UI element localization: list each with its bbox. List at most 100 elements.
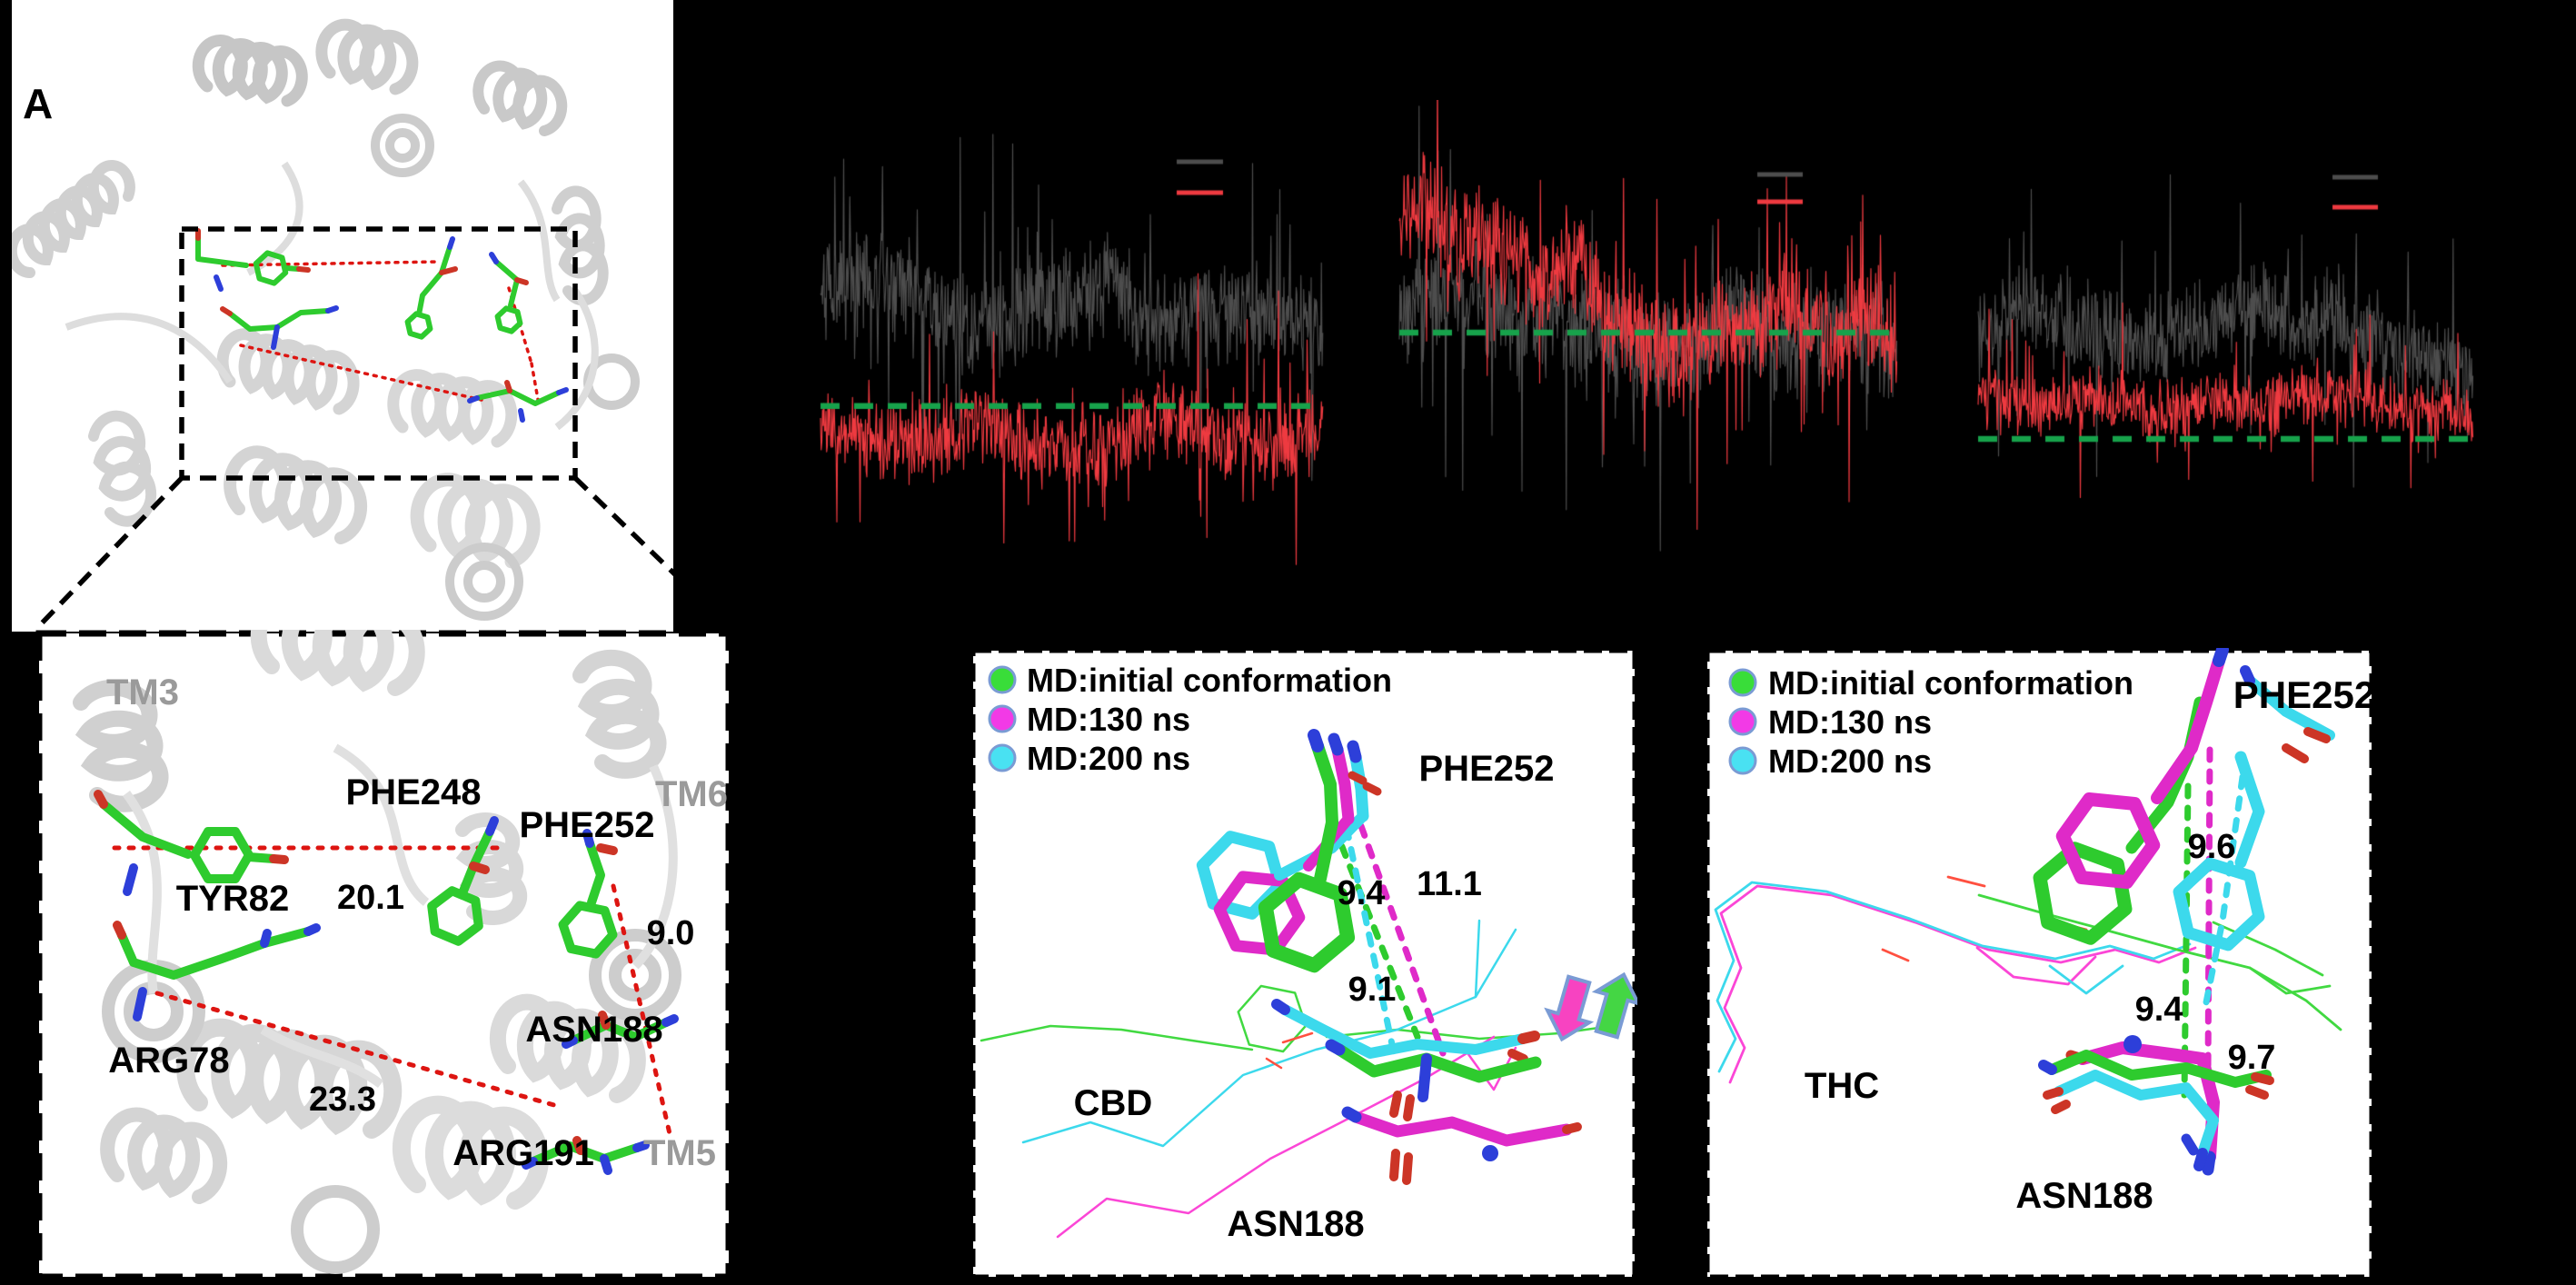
flip-arrow-up-icon (1591, 971, 1637, 1040)
nitrogen-tip (2213, 648, 2229, 667)
zoom-region-dashed-rect (179, 226, 578, 481)
zoom-callout-line-right (573, 476, 673, 577)
phe252-label: PHE252 (520, 805, 655, 845)
panel-a-structure-drawing: A (12, 18, 673, 632)
aromatic-ring (427, 886, 483, 946)
arg191-label: ARG191 (453, 1133, 594, 1173)
nitrogen-tip (2181, 1133, 2199, 1156)
phe248-label: PHE248 (346, 772, 482, 812)
protein-ribbons (12, 18, 640, 621)
distance-dotted-line (154, 991, 563, 1110)
phe252-ring-initial (1258, 872, 1356, 973)
legend-swatch-initial (988, 665, 1017, 694)
nitrogen-tip (632, 1141, 650, 1152)
legend-swatch-initial (1728, 668, 1757, 697)
distance-9-1: 9.1 (1348, 971, 1397, 1009)
nitrogen-tip (661, 1014, 679, 1027)
nitrogen-atom (2123, 1035, 2142, 1053)
legend-initial-label: MD:initial conformation (1768, 664, 2133, 702)
md-trace-chart-1 (791, 118, 1354, 591)
oxygen-tip (439, 266, 458, 275)
legend-initial-label: MD:initial conformation (1027, 662, 1392, 699)
helix-coil (552, 185, 609, 306)
thc-panel-dashed-border (1705, 648, 2374, 1280)
oxygen-tip (596, 843, 618, 855)
oxygen-tip (94, 790, 108, 809)
nitrogen-tip (123, 863, 138, 896)
asn188-stick-initial (2046, 1050, 2272, 1088)
helix-coil (100, 1107, 228, 1204)
thc-wireframe-130ns (1975, 946, 2097, 986)
nitrogen-tip (556, 387, 569, 395)
nitrogen-tip (1271, 999, 1290, 1015)
oxygen-tip (113, 921, 126, 940)
residue-stick (99, 800, 193, 859)
helix-end-coil (445, 543, 523, 621)
loop-tube (65, 313, 234, 384)
helix-end-coil (463, 561, 505, 603)
helix-coil (192, 35, 308, 107)
nitrogen-tip (518, 408, 525, 423)
cbd-wireframe-initial (980, 1024, 1254, 1051)
nitrogen-tip (1325, 1039, 1346, 1056)
oxygen-tip (2051, 1100, 2071, 1114)
oxygen-tip (1362, 782, 1382, 796)
nitrogen-tip (562, 1036, 578, 1049)
helix-end-coil (371, 114, 434, 177)
phe252-stick-initial (1314, 816, 1338, 885)
thc-wireframe-initial (1977, 893, 2342, 1031)
helix-coil (12, 160, 135, 279)
oxygen-tip (1389, 1149, 1400, 1181)
distance-dash-200ns (2203, 773, 2246, 1006)
residue-sticks (94, 790, 679, 1175)
cbd-ligand-label: CBD (1074, 1083, 1153, 1123)
oxygen-tip (1517, 1031, 1540, 1044)
residue-stick (529, 1141, 642, 1166)
aromatic-ring (558, 901, 618, 959)
legend-130ns-label: MD:130 ns (1768, 703, 1932, 741)
nitrogen-tip (2038, 1060, 2057, 1075)
distance-20-1: 20.1 (337, 879, 404, 917)
residue-stick (585, 839, 605, 907)
oxygen-tip (2251, 1072, 2274, 1085)
nitrogen-tip (600, 1154, 612, 1175)
nitrogen-tip (1308, 729, 1324, 752)
oxygen-tip (1402, 1152, 1413, 1185)
thc-panel-drawing: MD:initial conformation MD:130 ns MD:200… (1705, 648, 2374, 1280)
residue-sticks (2033, 648, 2335, 1176)
helix-end-coil (291, 1185, 380, 1274)
thc-wireframe-initial (2248, 966, 2332, 995)
distance-dash-initial (1330, 822, 1421, 1041)
oxygen-tip (269, 854, 289, 864)
helix-coil (455, 812, 528, 925)
asn188-stick-200ns (1279, 1004, 1528, 1059)
distance-9-4: 9.4 (1338, 874, 1386, 912)
nitrogen-tip (325, 305, 339, 314)
aromatic-ring (190, 827, 254, 883)
oxygen-tip (1389, 1091, 1402, 1118)
nitrogen-tip (582, 829, 594, 848)
oxygen-tip (1348, 771, 1368, 785)
oxygen-tip (2245, 1085, 2269, 1100)
oxygen-tip (572, 1136, 585, 1155)
distance-dash-130ns (2204, 746, 2213, 1077)
oxygen-tip (2282, 743, 2309, 763)
thc-wireframe-130ns (1719, 884, 2197, 1084)
loop-tube (632, 763, 678, 970)
panel-cbd-overlay: MD:initial conformation MD:130 ns MD:200… (970, 648, 1637, 1280)
nitrogen-tip (271, 324, 280, 350)
nitrogen-tip (1341, 1106, 1362, 1123)
oxygen-tip (1403, 1094, 1415, 1121)
asn188-label: ASN188 (1227, 1204, 1364, 1244)
legend-swatch-200ns (1728, 746, 1757, 775)
nitrogen-tip (303, 923, 321, 936)
phe252-stem-130ns (2151, 654, 2225, 804)
oxygen-tip (514, 277, 529, 285)
helix-coil (250, 630, 425, 696)
tm3-label: TM3 (106, 672, 179, 712)
arg78-label: ARG78 (108, 1041, 229, 1081)
phe252-ring-200ns (2173, 857, 2265, 951)
helix-coil (224, 445, 368, 544)
phe252-ring-200ns (1196, 831, 1287, 920)
